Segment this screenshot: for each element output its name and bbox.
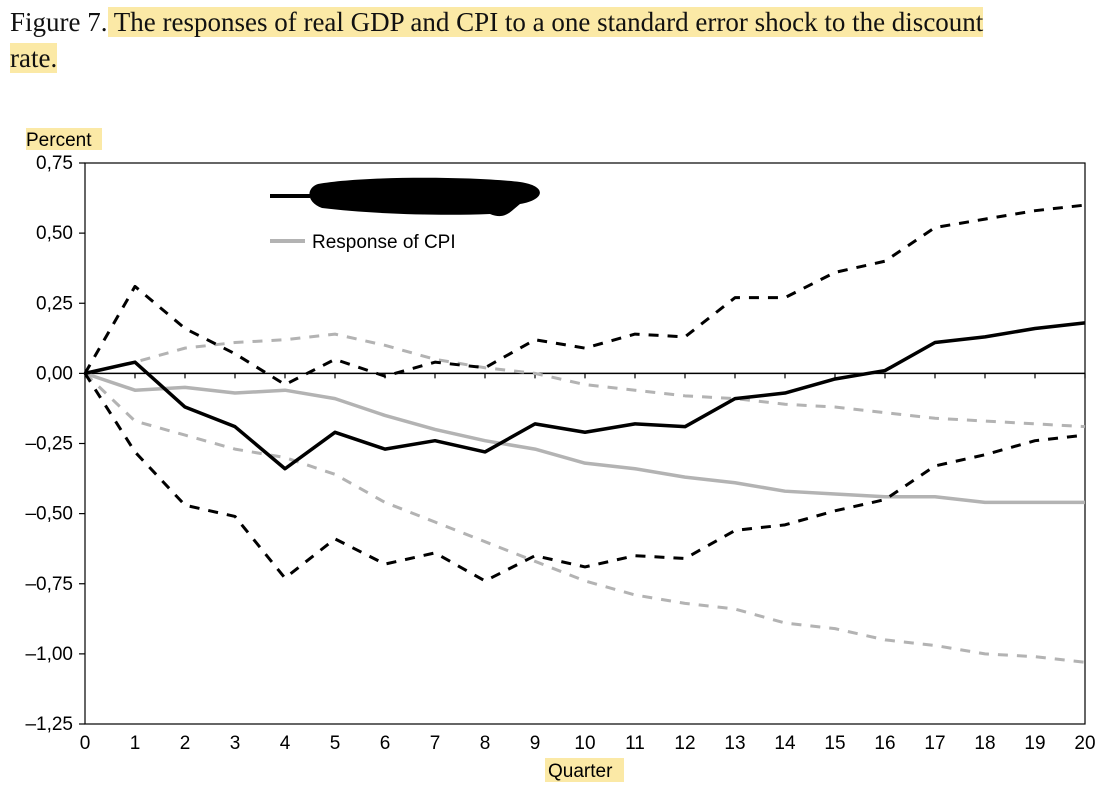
y-tick-label: –1,00 — [25, 644, 73, 665]
caption-text-highlight: The responses of real GDP and CPI to a o… — [107, 7, 984, 37]
x-tick-label: 3 — [230, 733, 241, 754]
series-gdp-lower-line — [83, 372, 1086, 583]
x-tick-label: 10 — [574, 733, 595, 754]
x-tick-label: 13 — [724, 733, 745, 754]
y-tick-label: –0,75 — [25, 574, 73, 595]
y-tick-label: 0,00 — [36, 363, 73, 384]
x-tick-label: 0 — [80, 733, 91, 754]
x-tick-label: 6 — [380, 733, 391, 754]
x-tick-label: 9 — [530, 733, 541, 754]
y-tick-label: –0,25 — [25, 434, 73, 455]
x-tick-label: 17 — [924, 733, 945, 754]
x-tick-label: 8 — [480, 733, 491, 754]
y-axis: 0,75 0,50 0,25 0,00 –0,25 –0,50 –0,75 –1,00 –1,2… — [25, 153, 85, 735]
x-axis: 0 1 2 3 4 5 6 7 8 9 10 11 12 13 14 15 16 17 18 19 20 — [80, 373, 1096, 754]
x-tick-label: 18 — [974, 733, 995, 754]
x-tick-label: 19 — [1024, 733, 1045, 754]
y-tick-label: 0,50 — [36, 223, 73, 244]
x-tick-label: 14 — [774, 733, 796, 754]
series-cpi-upper-line — [84, 332, 1086, 429]
x-tick-label: 7 — [430, 733, 441, 754]
x-tick-label: 20 — [1074, 733, 1095, 754]
caption-continuation: rate. — [10, 43, 58, 73]
x-tick-label: 12 — [674, 733, 695, 754]
x-tick-label: 15 — [824, 733, 845, 754]
x-tick-label: 5 — [330, 733, 341, 754]
x-tick-label: 2 — [180, 733, 191, 754]
y-tick-label: 0,25 — [36, 293, 73, 314]
plot-frame — [84, 162, 1086, 725]
figure-caption: Figure 7. The responses of real GDP and … — [10, 4, 1110, 76]
y-axis-label: Percent — [26, 130, 92, 151]
series-cpi-line — [84, 371, 1085, 505]
ylabel-highlight — [26, 128, 102, 150]
x-axis-label: Quarter — [548, 761, 613, 782]
x-tick-label: 11 — [625, 733, 645, 754]
series-gdp-line — [84, 321, 1086, 471]
y-tick-label: –1,25 — [25, 714, 73, 735]
legend: Response of CPI — [270, 177, 540, 253]
x-tick-label: 16 — [874, 733, 895, 754]
y-tick-label: –0,50 — [25, 504, 73, 525]
x-tick-label: 4 — [280, 733, 291, 754]
series-gdp-upper-line — [83, 203, 1086, 387]
series-group — [83, 203, 1086, 664]
caption-prefix: Figure 7. — [10, 7, 108, 37]
y-tick-label: 0,75 — [36, 153, 73, 174]
x-tick-label: 1 — [130, 733, 141, 754]
legend-cpi-label: Response of CPI — [312, 232, 456, 253]
legend-gdp-redaction — [309, 177, 540, 217]
xlabel-highlight — [545, 758, 624, 782]
